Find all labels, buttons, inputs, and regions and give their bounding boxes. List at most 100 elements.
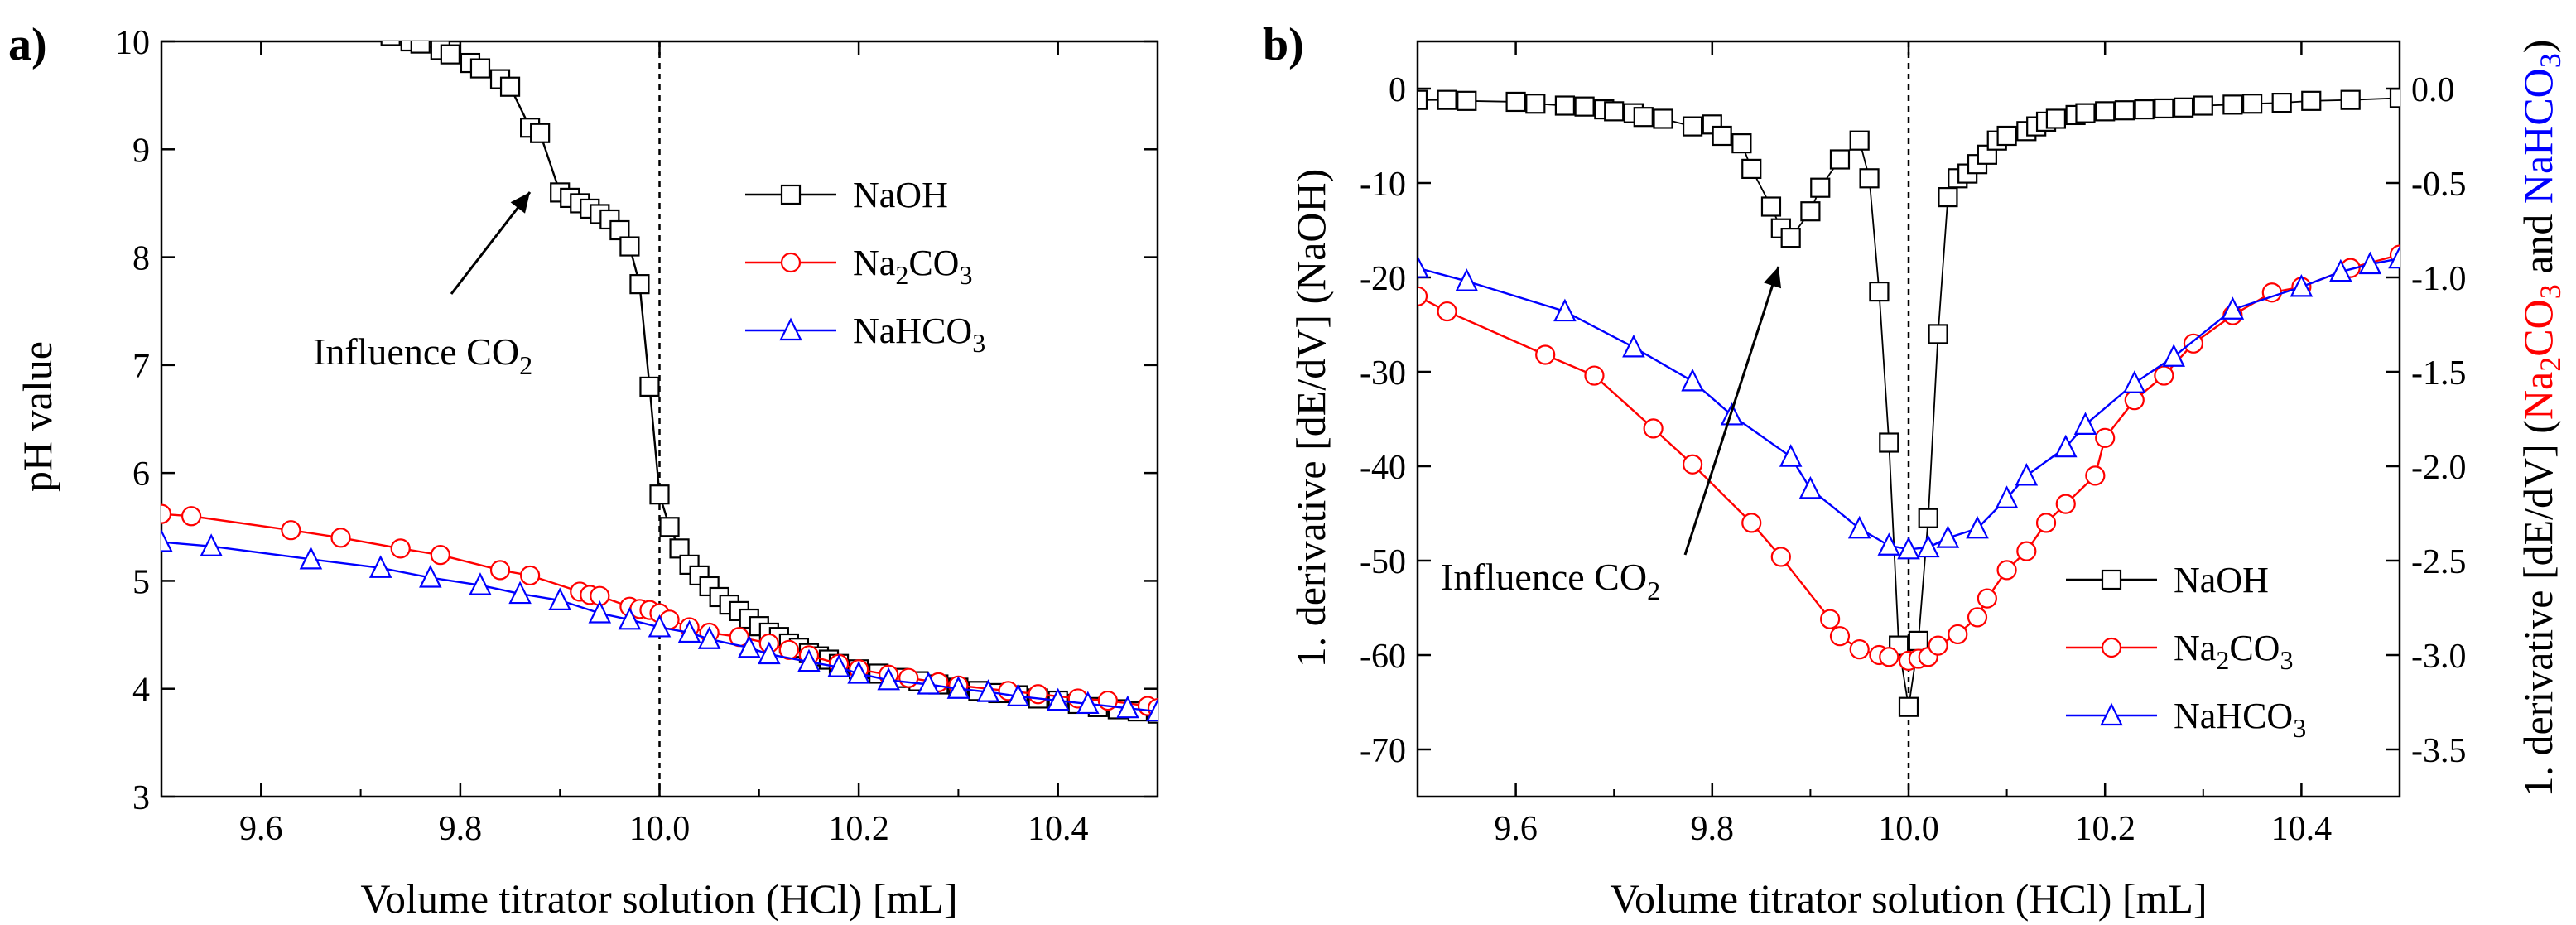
- panel-b-data-point-nahco3: [1418, 255, 1429, 278]
- panel-a-data-point-nahco3: [161, 529, 173, 552]
- panel-a-legend-label: NaOH: [853, 175, 948, 215]
- panel-b-data-point-naoh: [2045, 108, 2066, 129]
- panel-a-plot-area: 9.6 9.8 10.0 10.2 10.4 3 4 5 6 7 8 9 10 NaOH Na2CO3 NaH…: [115, 24, 1159, 848]
- panel-a-data-point-nahco3: [618, 606, 642, 630]
- panel-a-data-point-nahco3: [1146, 698, 1158, 722]
- panel-b-data-point-naoh: [1418, 89, 1428, 110]
- panel-b-data-point-naoh: [1505, 91, 1526, 113]
- panel-b-data-point-na2co3: [1820, 609, 1841, 629]
- panel-b-data-point-naoh: [2095, 101, 2116, 122]
- panel-b-data-point-na2co3: [1977, 588, 1997, 609]
- panel-b-data-point-naoh: [1780, 228, 1801, 248]
- panel-b-legend-label: NaOH: [2174, 560, 2269, 600]
- panel-b-annotation-arrowhead: [1764, 267, 1782, 289]
- panel-b-data-point-naoh: [1918, 508, 1938, 528]
- panel-b-data-point-naoh: [1604, 101, 1625, 122]
- panel-a-label: a): [8, 19, 47, 70]
- panel-a-annotation: Influence CO2: [313, 330, 532, 380]
- panel-a-data-point-na2co3: [898, 667, 919, 688]
- panel-b-data-point-naoh: [1525, 94, 1546, 114]
- panel-b-data-point-naoh: [1879, 432, 1899, 453]
- panel-b-y-right-tick-label: -0.5: [2411, 166, 2467, 204]
- panel-b-x-tick-label: 9.8: [1691, 810, 1735, 848]
- panel-b-data-point-naoh: [1996, 125, 2017, 147]
- panel-a-data-point-nahco3: [737, 634, 761, 658]
- panel-b-data-point-naoh: [1938, 187, 1958, 208]
- panel-b-data-point-nahco3: [1877, 532, 1901, 556]
- panel-b-data-point-naoh: [2075, 103, 2096, 123]
- panel-b-data-point-nahco3: [1916, 534, 1940, 558]
- panel-a-data-point-naoh: [639, 376, 660, 397]
- panel-b-data-point-nahco3: [1897, 536, 1920, 560]
- panel-a-data-point-naoh: [530, 123, 551, 143]
- panel-b-data-point-na2co3: [2085, 465, 2106, 486]
- panel-b-data-point-na2co3: [1770, 547, 1791, 567]
- panel-b-data-point-naoh: [2301, 90, 2322, 111]
- panel-b-x-axis-label: Volume titrator solution (HCl) [mL]: [1610, 875, 2207, 922]
- panel-b: b) 9.6 9.8 10.0 10.2 10.4 0 -10 -20 -30 -40 -50 -60…: [1263, 19, 2567, 922]
- panel-a-legend-label: NaHCO3: [853, 311, 985, 358]
- panel-b-data-point-na2co3: [2035, 513, 2057, 533]
- panel-b-data-point-nahco3: [2162, 344, 2185, 367]
- panel-a-annotation-arrow: [450, 191, 532, 295]
- panel-a-annotation-arrowhead: [510, 192, 530, 214]
- panel-b-data-point-naoh: [1457, 90, 1477, 111]
- panel-a-x-tick-label: 9.6: [239, 810, 283, 848]
- panel-a-x-tick-label: 10.2: [828, 810, 889, 848]
- panel-b-data-point-naoh: [2193, 95, 2213, 116]
- panel-b-data-point-nahco3: [2054, 434, 2078, 458]
- panel-b-x-tick-label: 10.0: [1878, 810, 1939, 848]
- panel-a-y-tick-label: 4: [132, 672, 150, 710]
- panel-a-data-point-nahco3: [1046, 687, 1070, 711]
- panel-a-y-tick-label: 6: [132, 455, 150, 494]
- panel-b-data-point-nahco3: [2073, 412, 2097, 435]
- panel-b-label: b): [1263, 19, 1304, 70]
- panel-b-data-point-nahco3: [1995, 485, 2019, 508]
- panel-b-data-point-naoh: [2242, 94, 2263, 114]
- panel-b-data-point-na2co3: [1879, 647, 1899, 667]
- panel-b-y-tick-label: -30: [1360, 354, 1406, 393]
- panel-a-data-point-nahco3: [299, 546, 323, 570]
- panel-b-data-point-na2co3: [1948, 624, 1968, 645]
- panel-a-data-point-nahco3: [797, 648, 821, 672]
- panel-b-y-tick-label: -60: [1360, 638, 1406, 676]
- panel-b-plot-area: 9.6 9.8 10.0 10.2 10.4 0 -10 -20 -30 -40 -50 -60 -70…: [1360, 40, 2467, 848]
- panel-b-legend-marker: [2101, 637, 2122, 658]
- panel-b-y-tick-label: -70: [1360, 732, 1406, 770]
- panel-a-y-tick-label: 3: [132, 779, 150, 817]
- panel-a-legend-marker: [779, 317, 802, 341]
- panel-b-data-point-naoh: [2134, 99, 2155, 120]
- panel-b-data-point-na2co3: [1967, 607, 1988, 628]
- panel-b-data-point-naoh: [1928, 324, 1948, 344]
- panel-a-data-point-nahco3: [758, 641, 781, 665]
- panel-b-x-tick-label: 10.4: [2271, 810, 2333, 848]
- panel-b-data-point-nahco3: [2015, 462, 2039, 486]
- panel-b-data-point-naoh: [2222, 94, 2243, 115]
- panel-a-y-tick-label: 9: [132, 132, 150, 170]
- panel-b-data-point-nahco3: [2290, 273, 2314, 297]
- panel-b-y-tick-label: -40: [1360, 449, 1406, 487]
- panel-a-data-point-nahco3: [677, 619, 701, 643]
- panel-b-data-point-na2co3: [1643, 418, 1664, 439]
- panel-a-y-tick-label: 10: [115, 24, 150, 62]
- panel-b-data-point-na2co3: [1849, 639, 1870, 660]
- panel-b-x-tick-label: 10.2: [2074, 810, 2135, 848]
- panel-a-data-point-nahco3: [946, 676, 970, 699]
- panel-b-data-point-na2co3: [1418, 286, 1428, 306]
- panel-a-data-point-na2co3: [1028, 684, 1048, 705]
- panel-a-data-point-nahco3: [877, 667, 900, 691]
- panel-b-data-point-nahco3: [1936, 525, 1960, 548]
- panel-b-data-point-nahco3: [1553, 298, 1577, 322]
- panel-a-y-tick-label: 5: [132, 563, 150, 601]
- panel-b-data-point-na2co3: [2095, 427, 2116, 448]
- panel-b-y-right-tick-label: -2.5: [2411, 543, 2467, 581]
- panel-b-legend-label: NaHCO3: [2174, 696, 2306, 743]
- panel-a-x-tick-label: 10.0: [629, 810, 691, 848]
- panel-b-data-point-na2co3: [1741, 513, 1762, 533]
- panel-b-data-point-naoh: [1682, 116, 1703, 137]
- panel-a-series-line-naoh: [407, 41, 1158, 715]
- panel-a-legend-marker: [780, 184, 802, 205]
- panel-b-y-right-tick-label: -2.0: [2411, 449, 2467, 487]
- panel-a-data-point-naoh: [619, 236, 640, 257]
- panel-a-data-point-naoh: [469, 58, 491, 79]
